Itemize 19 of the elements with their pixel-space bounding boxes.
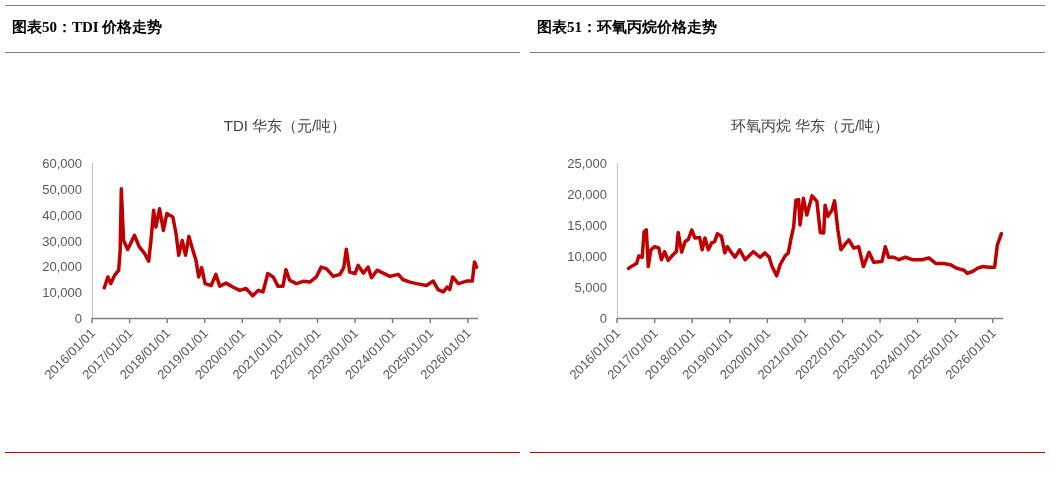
y-tick-label: 60,000 — [42, 156, 82, 171]
y-tick-label: 25,000 — [567, 156, 607, 171]
y-tick-label: 40,000 — [42, 207, 82, 223]
y-tick-label: 0 — [599, 311, 607, 326]
y-tick-label: 5,000 — [574, 280, 607, 295]
y-tick-label: 30,000 — [42, 233, 82, 249]
chart-subtitle: 环氧丙烷 华东（元/吨） — [730, 117, 890, 134]
y-tick-label: 50,000 — [42, 181, 82, 197]
line-series — [102, 187, 479, 298]
y-tick-label: 15,000 — [567, 218, 607, 233]
y-tick-label: 20,000 — [42, 259, 82, 275]
y-tick-label: 10,000 — [567, 249, 607, 264]
chart-title: 图表51：环氧丙烷价格走势 — [537, 19, 717, 35]
chart-subtitle: TDI 华东（元/吨） — [223, 117, 347, 134]
line-series — [626, 194, 1004, 278]
y-tick-label: 20,000 — [567, 187, 607, 202]
y-tick-label: 0 — [74, 311, 82, 326]
chart-title: 图表50：TDI 价格走势 — [12, 19, 163, 35]
y-tick-label: 10,000 — [42, 285, 82, 301]
